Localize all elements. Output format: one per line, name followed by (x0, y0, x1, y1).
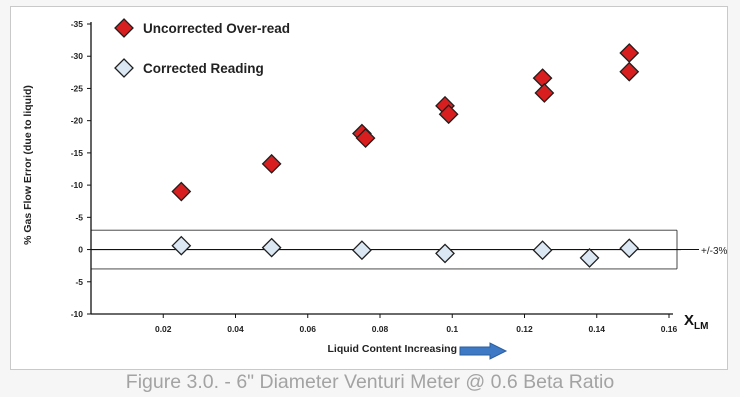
uncorrected-point (438, 104, 459, 125)
x-tick-label: 0.08 (372, 324, 389, 334)
uncorrected-point (534, 83, 555, 103)
x-tick-label: 0.02 (155, 324, 172, 334)
uncorrected-point (619, 43, 640, 63)
y-tick-label: -5 (75, 277, 83, 287)
y-tick-label: -15 (71, 148, 84, 158)
y-tick-label: -5 (75, 212, 83, 222)
figure-caption: Figure 3.0. - 6" Diameter Venturi Meter … (125, 371, 615, 393)
legend-uncorrected-label: Uncorrected Over-read (143, 21, 290, 36)
y-tick-label: -10 (71, 309, 84, 319)
corrected-point (261, 237, 282, 258)
x-ticks-group: 0.02 0.04 0.06 0.08 0.1 0.12 0.14 0.16 (155, 314, 678, 334)
corrected-point (171, 235, 192, 256)
x-tick-label: 0.16 (661, 324, 678, 334)
uncorrected-point (532, 68, 553, 89)
corrected-point (435, 243, 455, 264)
x-axis-title: Liquid Content Increasing (327, 343, 457, 355)
uncorrected-point (619, 61, 640, 82)
uncorrected-point (171, 181, 192, 202)
axes-group (90, 22, 673, 315)
corrected-point (532, 240, 553, 261)
legend-uncorrected-marker (114, 18, 134, 38)
scatter-chart: -35-30-25-20-15-10-50-5-10 0.02 0.04 0.06 0… (22, 18, 727, 360)
legend: Uncorrected Over-read Corrected Reading (114, 18, 290, 78)
y-tick-label: -25 (71, 83, 84, 93)
y-tick-label: -35 (71, 19, 84, 29)
y-axis-title: % Gas Flow Error (due to liquid) (22, 85, 34, 245)
y-tick-label: -20 (71, 116, 84, 126)
legend-corrected-label: Corrected Reading (143, 61, 264, 76)
x-tick-label: 0.06 (299, 324, 316, 334)
uncorrected-point (261, 153, 282, 174)
uncorrected-point (355, 128, 376, 148)
corrected-point (619, 238, 640, 259)
legend-corrected-marker (114, 58, 134, 78)
x-axis-symbol: XLM (684, 312, 708, 332)
tolerance-band-group (91, 229, 699, 270)
arrow-right-icon (459, 342, 508, 360)
band-label: +/-3% (701, 246, 727, 257)
x-tick-label: 0.14 (588, 324, 605, 334)
corrected-point (579, 248, 600, 268)
points-group (171, 43, 640, 268)
x-tick-label: 0.1 (446, 324, 458, 334)
x-tick-label: 0.04 (227, 324, 244, 334)
y-tick-label: -10 (71, 180, 84, 190)
chart-panel: -35 -30 -25 -20 -15 -10 -5 0 -5 -10 0.02 0.04 0.06 0… (10, 6, 728, 370)
y-tick-label: -30 (71, 51, 84, 61)
x-tick-label: 0.12 (516, 324, 533, 334)
corrected-point (352, 240, 372, 261)
y-tick-label: 0 (78, 245, 83, 255)
y-ticks-group: -35 -30 -25 -20 -15 -10 -5 0 -5 -10 (71, 19, 91, 319)
